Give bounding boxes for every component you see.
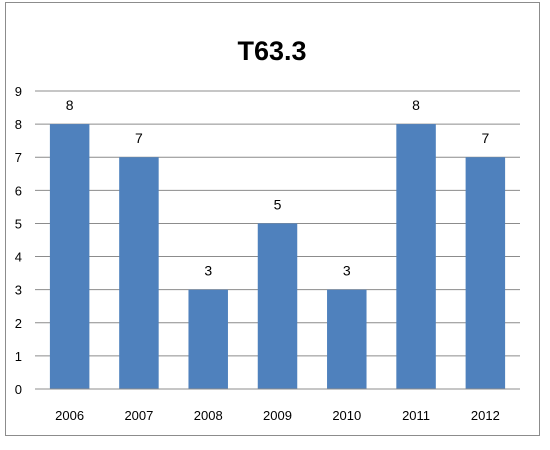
bar-2007: [119, 157, 159, 389]
data-label-2011: 8: [412, 97, 420, 113]
gridlines: [35, 90, 520, 357]
bar-2011: [396, 124, 436, 389]
x-tick-label-2012: 2012: [471, 408, 500, 423]
bar-2010: [327, 289, 367, 389]
y-tick-label: 3: [15, 283, 22, 298]
y-tick-label: 8: [15, 117, 22, 132]
x-tick-label-2011: 2011: [402, 408, 430, 423]
x-tick-label-2009: 2009: [263, 408, 292, 423]
x-tick-label-2010: 2010: [332, 408, 361, 423]
x-tick-label-2006: 2006: [55, 408, 84, 423]
y-tick-label: 4: [15, 250, 22, 265]
y-tick-label: 2: [15, 316, 22, 331]
y-tick-label: 9: [15, 84, 22, 99]
data-label-2006: 8: [66, 97, 74, 113]
y-tick-label: 1: [15, 349, 22, 364]
y-tick-label: 6: [15, 183, 22, 198]
bar-2008: [188, 289, 228, 389]
data-labels: 8 7 3 5 3 8 7: [66, 97, 490, 279]
y-tick-label: 5: [15, 216, 22, 231]
data-label-2007: 7: [135, 130, 143, 146]
data-label-2008: 3: [204, 263, 212, 279]
x-tick-label-2008: 2008: [194, 408, 223, 423]
y-tick-label: 0: [15, 382, 22, 397]
data-label-2012: 7: [481, 130, 489, 146]
data-label-2009: 5: [274, 196, 282, 212]
bars: [49, 124, 506, 389]
bar-2012: [465, 157, 506, 389]
y-tick-label: 7: [15, 150, 22, 165]
chart-title: T63.3: [237, 36, 306, 66]
bar-2009: [257, 223, 298, 389]
bar-2006: [49, 124, 90, 389]
x-tick-label-2007: 2007: [124, 408, 153, 423]
data-label-2010: 3: [343, 263, 351, 279]
y-axis-ticks: 0 1 2 3 4 5 6 7 8 9: [15, 84, 22, 397]
x-axis-ticks: 2006 2007 2008 2009 2010 2011 2012: [55, 408, 500, 423]
